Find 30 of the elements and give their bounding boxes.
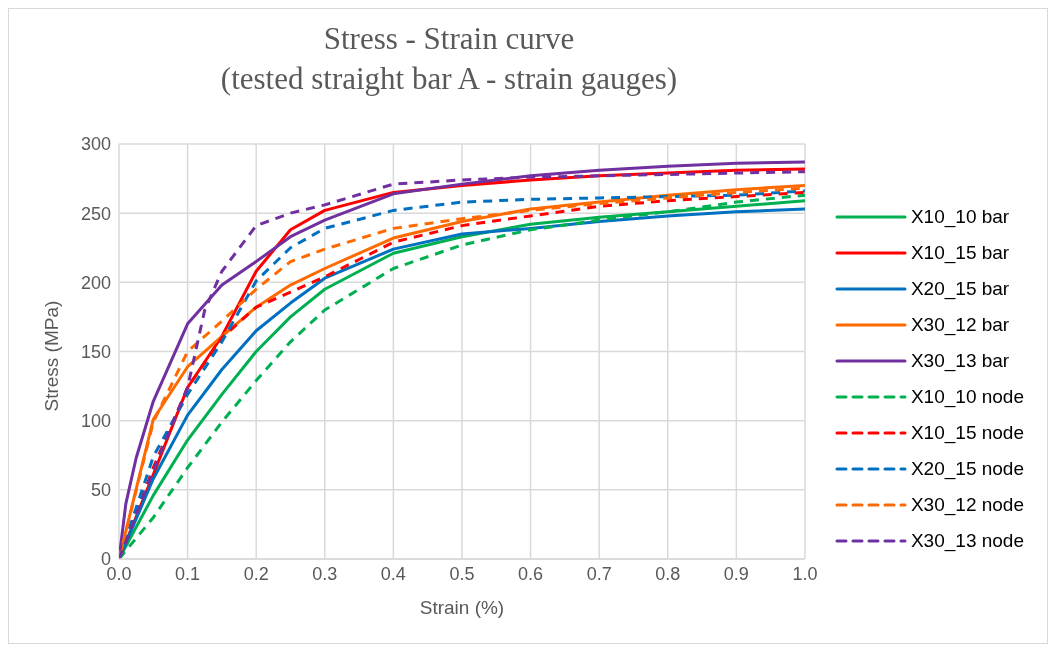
y-tick-label: 150: [80, 341, 111, 362]
x-tick-label: 0.7: [586, 563, 612, 584]
x-tick-label: 0.5: [449, 563, 475, 584]
legend-label: X30_12 bar: [910, 314, 1010, 336]
x-tick-label: 0.3: [312, 563, 338, 584]
legend-label: X10_10 node: [910, 386, 1024, 408]
x-tick-label: 0.6: [518, 563, 544, 584]
y-axis-title: Stress (MPa): [40, 300, 62, 412]
legend-label: X30_13 bar: [910, 350, 1010, 372]
legend-label: X20_15 node: [910, 458, 1024, 480]
legend-label: X10_10 bar: [910, 206, 1010, 228]
x-tick-label: 0.1: [175, 563, 201, 584]
chart-subtitle: (tested straight bar A - strain gauges): [219, 60, 679, 98]
x-tick-label: 0.4: [380, 563, 406, 584]
legend-label: X10_15 bar: [910, 242, 1010, 264]
y-tick-label: 100: [80, 411, 111, 432]
legend-label: X10_15 node: [910, 422, 1024, 444]
x-tick-label: 0.8: [655, 563, 681, 584]
x-tick-label: 1.0: [792, 563, 818, 584]
legend-label: X30_13 node: [910, 530, 1024, 552]
x-tick-label: 0.9: [723, 563, 749, 584]
x-tick-label: 0.2: [243, 563, 269, 584]
y-tick-label: 250: [80, 203, 111, 224]
y-tick-label: 50: [90, 480, 111, 501]
legend-label: X30_12 node: [910, 494, 1024, 516]
x-axis-title: Strain (%): [419, 597, 505, 618]
chart-title: Stress - Strain curve: [322, 20, 576, 58]
legend-label: X20_15 bar: [910, 278, 1010, 300]
y-tick-label: 200: [80, 272, 111, 293]
y-tick-label: 300: [80, 134, 111, 155]
